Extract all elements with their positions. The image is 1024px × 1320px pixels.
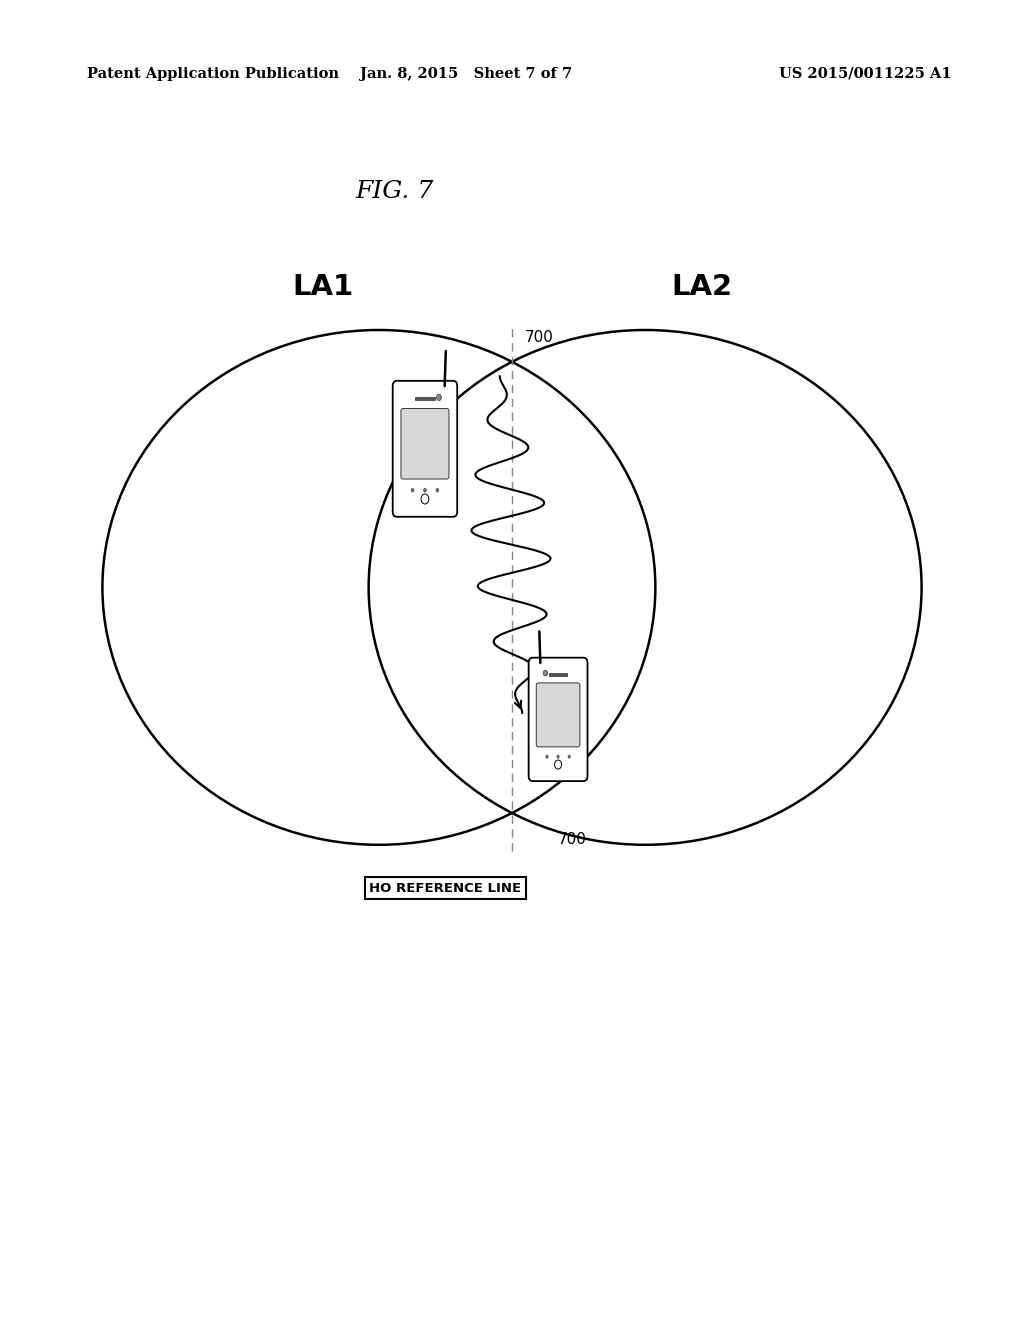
- FancyBboxPatch shape: [528, 657, 588, 781]
- Circle shape: [556, 755, 560, 759]
- Text: 700: 700: [524, 330, 553, 345]
- Circle shape: [411, 488, 415, 492]
- Text: Jan. 8, 2015   Sheet 7 of 7: Jan. 8, 2015 Sheet 7 of 7: [359, 67, 572, 81]
- Circle shape: [423, 488, 427, 492]
- Text: HO REFERENCE LINE: HO REFERENCE LINE: [370, 882, 521, 895]
- FancyBboxPatch shape: [537, 682, 580, 747]
- Circle shape: [543, 671, 548, 676]
- Circle shape: [435, 488, 439, 492]
- FancyBboxPatch shape: [401, 409, 449, 479]
- Text: Patent Application Publication: Patent Application Publication: [87, 67, 339, 81]
- Text: US 2015/0011225 A1: US 2015/0011225 A1: [779, 67, 951, 81]
- Text: LA1: LA1: [292, 273, 353, 301]
- Bar: [415, 397, 435, 400]
- Bar: [549, 673, 567, 676]
- Circle shape: [546, 755, 549, 759]
- Circle shape: [567, 755, 570, 759]
- Circle shape: [421, 494, 429, 504]
- FancyBboxPatch shape: [392, 380, 457, 516]
- Text: 700: 700: [558, 832, 587, 846]
- Text: FIG. 7: FIG. 7: [355, 180, 433, 203]
- Circle shape: [555, 760, 561, 770]
- Circle shape: [436, 395, 441, 400]
- Text: LA2: LA2: [671, 273, 732, 301]
